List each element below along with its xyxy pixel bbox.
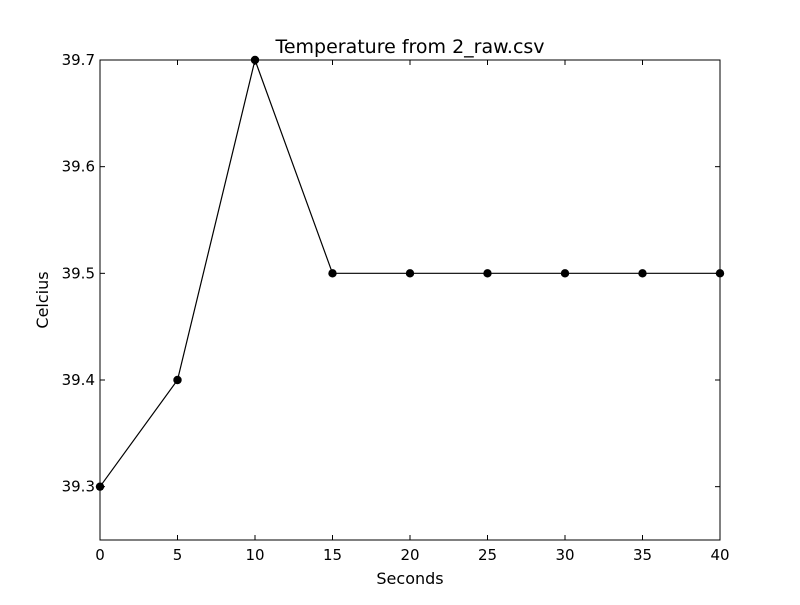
x-tick-label: 10 [245, 546, 264, 564]
axis-ticks: 0 5 10 15 20 25 30 35 40 39.3 39.4 39.5 39.6 39.7 [62, 51, 730, 564]
x-tick-label: 30 [555, 546, 574, 564]
plot-frame [99, 59, 721, 541]
y-tick-label: 39.7 [62, 51, 95, 69]
chart-title: Temperature from 2_raw.csv [274, 36, 544, 58]
data-point [638, 269, 647, 278]
data-point [560, 269, 570, 278]
x-tick-label: 15 [323, 546, 342, 564]
x-tick-label: 20 [400, 546, 419, 564]
x-tick-label: 40 [710, 546, 729, 564]
data-point [173, 375, 182, 385]
y-axis-label: Celcius [33, 271, 52, 328]
data-point [483, 269, 492, 278]
x-tick-label: 35 [633, 546, 652, 564]
x-tick-label: 25 [478, 546, 497, 564]
x-axis-label: Seconds [376, 569, 443, 588]
x-tick-label: 5 [173, 546, 183, 564]
plot-area [95, 55, 725, 491]
x-tick-label: 0 [95, 546, 105, 564]
data-point [328, 269, 337, 278]
y-tick-label: 39.4 [62, 371, 95, 389]
y-tick-label: 39.3 [62, 478, 95, 496]
y-tick-label: 39.6 [62, 158, 95, 176]
data-point [405, 269, 415, 278]
y-tick-label: 39.5 [62, 264, 95, 282]
